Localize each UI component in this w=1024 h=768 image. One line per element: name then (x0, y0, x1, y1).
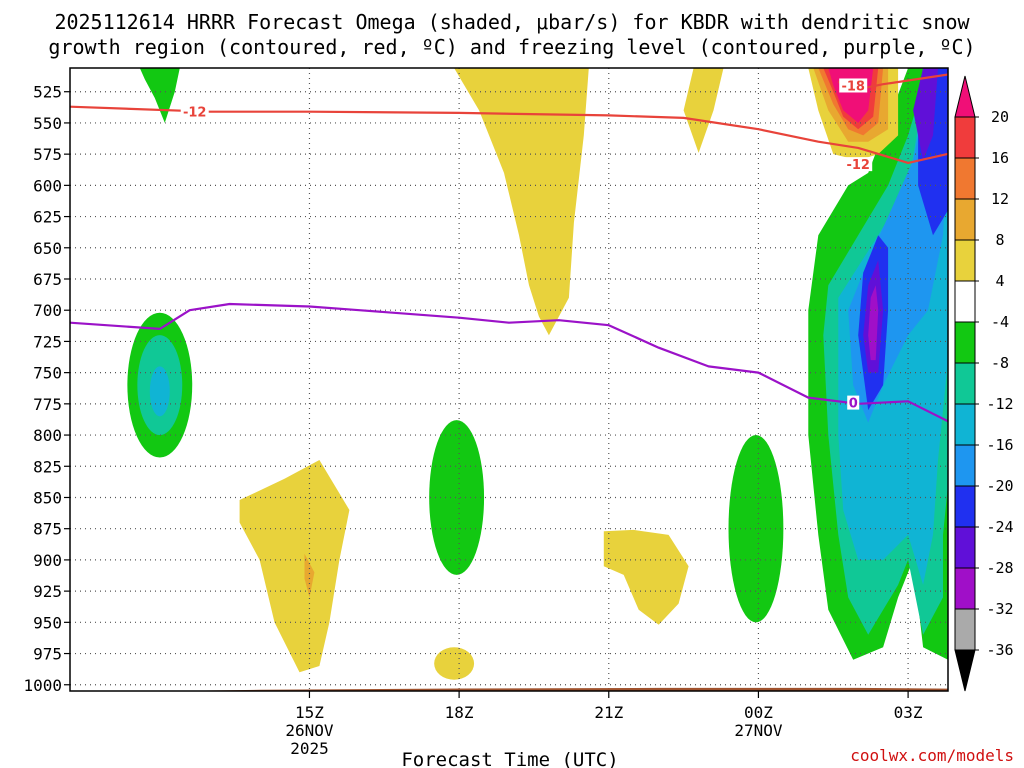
colorbar-label: 4 (995, 272, 1004, 290)
freezing-level-contour-0 (70, 302, 948, 423)
y-tick-label: 875 (33, 520, 62, 539)
contour-label-background (839, 78, 868, 93)
plot-frame (69, 67, 949, 692)
colorbar-label: -32 (986, 600, 1013, 618)
colorbar-label: -4 (991, 313, 1009, 331)
y-tick-label: 625 (33, 208, 62, 227)
colorbar-top-arrow (954, 75, 976, 118)
x-tick-label: 03Z (894, 703, 923, 722)
y-tick-label: 550 (33, 114, 62, 133)
colorbar-label: -20 (986, 477, 1013, 495)
colorbar-band (954, 157, 976, 200)
x-tick-label: 00Z (744, 703, 773, 722)
omega-neg-cell-top-left (139, 68, 180, 123)
chart-title-line-2: growth region (contoured, red, ºC) and f… (48, 35, 975, 59)
omega-pos-mid-21z (603, 529, 689, 625)
colorbar-bottom-arrow (954, 649, 976, 692)
contour-label: -12 (183, 106, 207, 121)
omega-pos-small-18z (434, 647, 475, 680)
x-tick-label: 21Z (594, 703, 623, 722)
omega-pos-thin-spike (683, 68, 724, 153)
contour-label: -18 (841, 79, 865, 94)
colorbar-band (954, 362, 976, 405)
y-tick-label: 525 (33, 83, 62, 102)
colorbar-band (954, 403, 976, 446)
y-tick-label: 700 (33, 301, 62, 320)
colorbar-label: -16 (986, 436, 1013, 454)
colorbar-band (954, 239, 976, 282)
colorbar-label: -12 (986, 395, 1013, 413)
contour-label-background (844, 157, 873, 172)
dgz-contour-minus12 (70, 105, 948, 164)
y-tick-label: 675 (33, 270, 62, 289)
x-tick-year-label: 2025 (290, 739, 329, 758)
chart-title-line-1: 2025112614 HRRR Forecast Omega (shaded, … (54, 10, 970, 34)
colorbar-band (954, 116, 976, 159)
x-tick-date-label: 26NOV (285, 721, 334, 740)
y-tick-label: 900 (33, 551, 62, 570)
omega-neg-violet-upper (913, 68, 938, 161)
omega-pos-column-upper (454, 68, 589, 336)
colorbar-band (954, 280, 976, 323)
colorbar-band (954, 444, 976, 487)
time-axis: 15Z26NOV202518Z21Z00Z27NOV03Z06Z (285, 691, 923, 758)
colorbar-label: -36 (986, 641, 1013, 659)
terrain-strip (70, 687, 948, 691)
colorbar-label: -28 (986, 559, 1013, 577)
colorbar-band (954, 198, 976, 241)
x-tick-label: 15Z (295, 703, 324, 722)
y-tick-label: 1000 (23, 676, 62, 695)
y-tick-label: 850 (33, 488, 62, 507)
colorbar-band (954, 526, 976, 569)
y-tick-label: 725 (33, 332, 62, 351)
y-tick-label: 825 (33, 457, 62, 476)
x-tick-date-label: 27NOV (734, 721, 783, 740)
colorbar-band (954, 608, 976, 651)
colorbar-label: 12 (991, 190, 1009, 208)
contour-label: -12 (846, 158, 870, 173)
colorbar-band (954, 485, 976, 528)
y-tick-label: 950 (33, 613, 62, 632)
omega-pos-left-orange (304, 553, 315, 598)
colorbar-label: -8 (991, 354, 1009, 372)
credit-link[interactable]: coolwx.com/models (850, 746, 1014, 765)
x-axis-title: Forecast Time (UTC) (401, 749, 618, 768)
y-tick-label: 650 (33, 239, 62, 258)
omega-neg-cell-left-blue (149, 366, 170, 417)
omega-pos-left-lower (239, 460, 350, 673)
temperature-contours: -12 -18 -12 0 (70, 73, 948, 423)
contour-label-background (847, 395, 860, 410)
colorbar-band (954, 321, 976, 364)
y-tick-label: 975 (33, 645, 62, 664)
x-tick-label: 18Z (445, 703, 474, 722)
colorbar-label: 16 (991, 149, 1009, 167)
omega-colorbar: 20 16 12 8 4 -4 -8 -12 -16 -20 -24 -28 -32 -36 (954, 75, 1014, 692)
y-tick-label: 750 (33, 364, 62, 383)
omega-pos-right-yellow (998, 341, 1024, 687)
contour-label-background (180, 104, 209, 119)
y-tick-label: 925 (33, 582, 62, 601)
y-tick-label: 575 (33, 145, 62, 164)
contour-label: 0 (849, 397, 858, 412)
omega-shading (127, 68, 1024, 687)
colorbar-band (954, 567, 976, 610)
omega-neg-cell-18z (429, 420, 485, 575)
y-tick-label: 775 (33, 395, 62, 414)
colorbar-label: 8 (995, 231, 1004, 249)
colorbar-label: -24 (986, 518, 1013, 536)
colorbar-label: 20 (991, 108, 1009, 126)
pressure-axis: 525 550 575 600 625 650 675 700 725 750 775 800 825 8… (23, 83, 70, 695)
y-tick-label: 800 (33, 426, 62, 445)
terrain-ground (70, 687, 948, 691)
y-tick-label: 600 (33, 176, 62, 195)
